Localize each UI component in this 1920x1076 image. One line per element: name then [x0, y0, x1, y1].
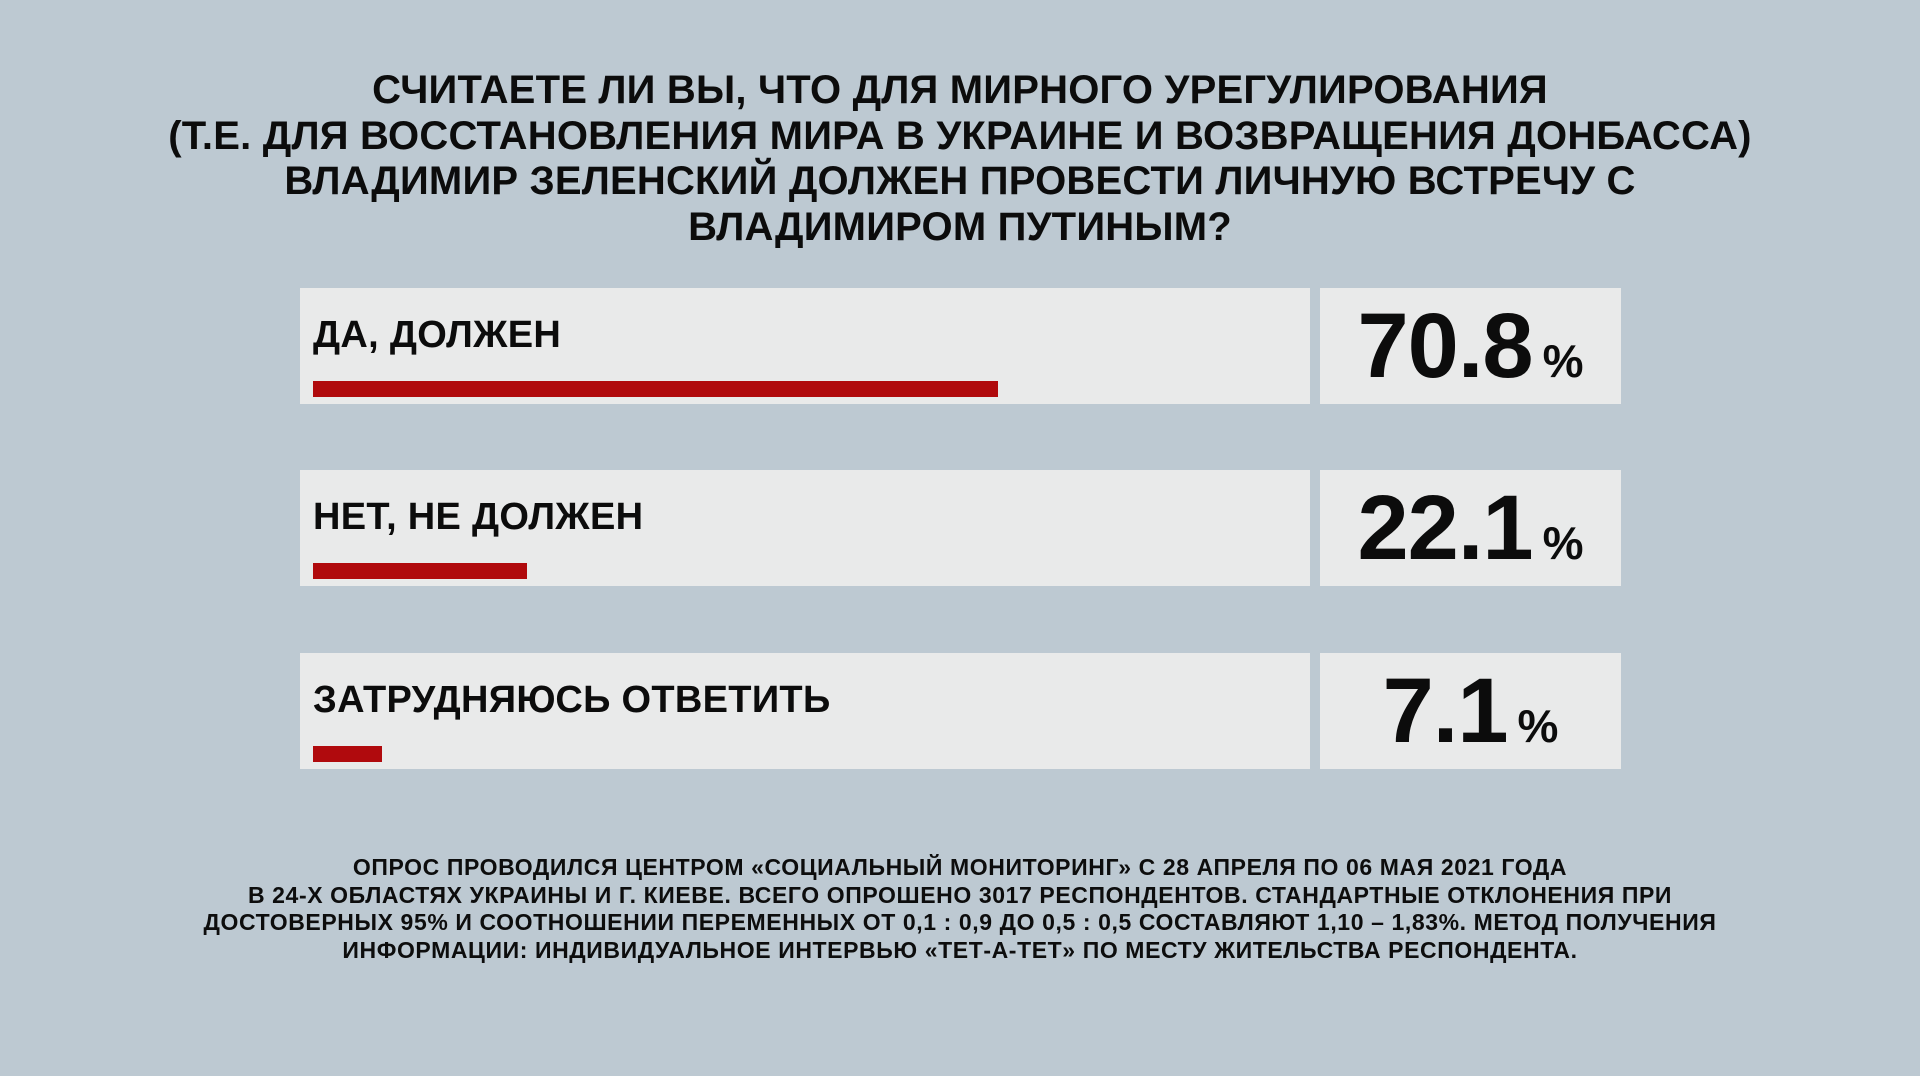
- answer-panel: НЕТ, НЕ ДОЛЖЕН: [300, 470, 1310, 586]
- poll-question-line-4: ВЛАДИМИРОМ ПУТИНЫМ?: [688, 204, 1232, 249]
- percent-sign: %: [1517, 700, 1559, 752]
- methodology-line-1: ОПРОС ПРОВОДИЛСЯ ЦЕНТРОМ «СОЦИАЛЬНЫЙ МОН…: [352, 854, 1568, 880]
- percent-panel: 70.8%: [1320, 288, 1621, 404]
- answer-panel: ЗАТРУДНЯЮСЬ ОТВЕТИТЬ: [300, 653, 1310, 769]
- poll-question-line-2: (Т.Е. ДЛЯ ВОССТАНОВЛЕНИЯ МИРА В УКРАИНЕ …: [168, 113, 1752, 158]
- bar-value-underline: [313, 563, 527, 579]
- percent-value: 22.1: [1357, 477, 1534, 579]
- answer-panel: ДА, ДОЛЖЕН: [300, 288, 1310, 404]
- percent-panel: 22.1%: [1320, 470, 1621, 586]
- poll-question-line-3: ВЛАДИМИР ЗЕЛЕНСКИЙ ДОЛЖЕН ПРОВЕСТИ ЛИЧНУ…: [284, 159, 1636, 203]
- bar-value-underline: [313, 381, 998, 397]
- methodology-line-2: В 24-Х ОБЛАСТЯХ УКРАИНЫ И Г. КИЕВЕ. ВСЕГ…: [247, 881, 1673, 908]
- bar-value-underline: [313, 746, 382, 762]
- percent-sign: %: [1542, 335, 1584, 387]
- percent-sign: %: [1542, 517, 1584, 569]
- methodology-line-4: ИНФОРМАЦИИ: ИНДИВИДУАЛЬНОЕ ИНТЕРВЬЮ «ТЕТ…: [342, 936, 1578, 963]
- percent-panel: 7.1%: [1320, 653, 1621, 769]
- methodology-line-3: ДОСТОВЕРНЫХ 95% И СООТНОШЕНИИ ПЕРЕМЕННЫХ…: [203, 909, 1717, 935]
- answer-label: ЗАТРУДНЯЮСЬ ОТВЕТИТЬ: [313, 679, 831, 721]
- percent-value: 7.1: [1382, 660, 1509, 762]
- answer-label: НЕТ, НЕ ДОЛЖЕН: [313, 496, 644, 538]
- poll-question-line-1: СЧИТАЕТЕ ЛИ ВЫ, ЧТО ДЛЯ МИРНОГО УРЕГУЛИР…: [372, 68, 1548, 112]
- percent-value: 70.8: [1357, 295, 1534, 397]
- answer-label: ДА, ДОЛЖЕН: [313, 314, 562, 356]
- poll-question: СЧИТАЕТЕ ЛИ ВЫ, ЧТО ДЛЯ МИРНОГО УРЕГУЛИР…: [0, 68, 1920, 250]
- methodology-note: ОПРОС ПРОВОДИЛСЯ ЦЕНТРОМ «СОЦИАЛЬНЫЙ МОН…: [0, 854, 1920, 964]
